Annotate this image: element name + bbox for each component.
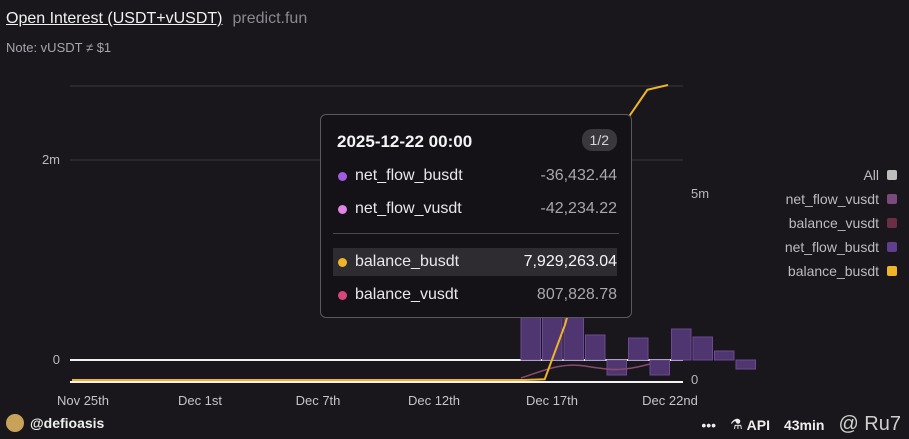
x-tick-label: Dec 7th: [296, 393, 341, 408]
avatar: [6, 414, 24, 432]
legend-item[interactable]: balance_busdt: [785, 259, 897, 283]
legend-swatch: [887, 266, 897, 276]
tooltip-row-value: 7,929,263.04: [523, 253, 617, 270]
legend: All net_flow_vusdt balance_vusdt net_flow_b…: [785, 163, 897, 283]
tooltip: 2025-12-22 00:00 1/2 net_flow_busdt -36,…: [320, 114, 632, 318]
bar: [735, 359, 756, 370]
legend-swatch: [887, 170, 897, 180]
tooltip-row: net_flow_vusdt -42,234.22: [333, 195, 617, 223]
legend-item[interactable]: net_flow_busdt: [785, 235, 897, 259]
flask-icon: ⚗: [730, 416, 743, 432]
bar: [671, 328, 692, 361]
y-tick-label: 0: [53, 352, 60, 367]
series-line-balance-vusdt: [520, 363, 651, 379]
tooltip-row-value: -42,234.22: [540, 200, 617, 217]
series-dot: [338, 204, 347, 214]
api-label: API: [746, 416, 770, 433]
bar: [606, 359, 627, 376]
site-name: predict.fun: [232, 10, 308, 27]
series-dot: [338, 171, 347, 181]
bar: [692, 336, 713, 361]
legend-swatch: [887, 218, 897, 228]
legend-label: All: [863, 167, 879, 183]
x-tick-label: Dec 12th: [408, 393, 460, 408]
tooltip-row-name: net_flow_vusdt: [355, 200, 462, 217]
tooltip-divider: [333, 233, 619, 234]
x-tick-label: Dec 17th: [526, 393, 578, 408]
refresh-time: 43min: [783, 416, 825, 433]
legend-label: net_flow_busdt: [784, 239, 879, 255]
legend-swatch: [887, 242, 897, 252]
bar: [714, 350, 735, 361]
chart-note: Note: vUSDT ≠ $1: [6, 40, 112, 55]
chart-title[interactable]: Open Interest (USDT+vUSDT): [6, 10, 223, 27]
x-tick-label: Nov 25th: [57, 393, 109, 408]
tooltip-row-name: net_flow_busdt: [355, 167, 463, 184]
tooltip-row-value: -36,432.44: [540, 167, 617, 184]
y-tick-label: 2m: [42, 152, 60, 167]
legend-label: balance_busdt: [787, 263, 879, 279]
legend-item[interactable]: All: [785, 163, 897, 187]
api-button[interactable]: ⚗ API: [730, 416, 770, 433]
watermark: @ Ru7: [838, 413, 901, 435]
bar: [649, 359, 670, 376]
tooltip-row: net_flow_busdt -36,432.44: [333, 162, 617, 190]
bar: [585, 334, 606, 361]
series-dot: [338, 257, 347, 267]
tooltip-page[interactable]: 1/2: [581, 129, 617, 151]
legend-item[interactable]: net_flow_vusdt: [785, 187, 897, 211]
series-dot: [338, 290, 347, 300]
footer-toolbar: ••• ⚗ API 43min @ Ru7: [701, 413, 901, 436]
tooltip-row-value: 807,828.78: [536, 286, 617, 303]
legend-item[interactable]: balance_vusdt: [785, 211, 897, 235]
author-handle: @defioasis: [30, 415, 105, 431]
tooltip-row: balance_vusdt 807,828.78: [333, 281, 617, 309]
legend-label: net_flow_vusdt: [785, 191, 879, 207]
x-tick-label: Dec 22nd: [642, 393, 698, 408]
author[interactable]: @defioasis: [6, 414, 104, 432]
tooltip-date: 2025-12-22 00:00: [337, 132, 473, 151]
legend-swatch: [887, 194, 897, 204]
legend-label: balance_vusdt: [788, 215, 879, 231]
tooltip-row-highlighted: balance_busdt 7,929,263.04: [333, 248, 617, 276]
y2-tick-label: 5m: [691, 186, 709, 201]
bar: [628, 337, 649, 361]
more-icon[interactable]: •••: [701, 416, 717, 433]
tooltip-row-name: balance_vusdt: [355, 286, 459, 303]
tooltip-row-name: balance_busdt: [355, 253, 460, 270]
x-tick-label: Dec 1st: [178, 393, 222, 408]
y2-tick-label: 0: [691, 372, 698, 387]
